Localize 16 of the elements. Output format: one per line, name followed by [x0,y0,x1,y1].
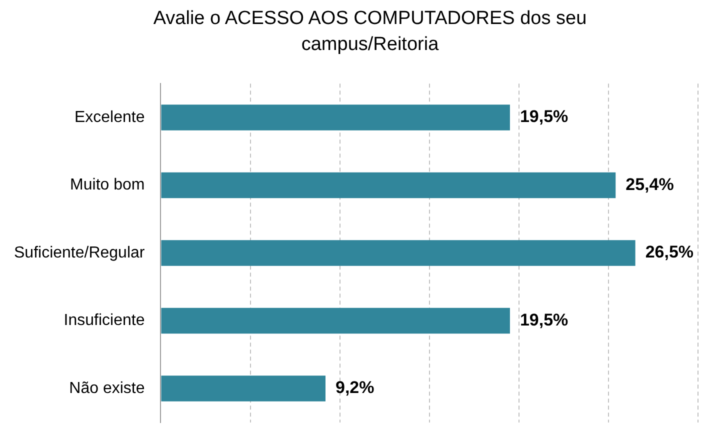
data-label: 25,4% [626,174,674,194]
data-label: 19,5% [520,107,568,126]
data-label: 19,5% [520,310,568,330]
y-tick-label: Muito bom [70,176,145,194]
y-tick-label: Não existe [69,380,145,397]
chart-title: Avalie o ACESSO AOS COMPUTADORES dos seu campus/Reitoria [152,7,588,57]
y-tick-label: Excelente [74,108,145,126]
bar [161,376,326,402]
data-label: 9,2% [336,378,374,398]
y-tick-label: Insuficiente [64,312,145,330]
bar [161,172,616,198]
y-tick-label: Suficiente/Regular [14,244,146,262]
bar [161,240,636,266]
bar [161,308,510,334]
data-label: 26,5% [645,242,694,262]
bar [161,104,510,130]
